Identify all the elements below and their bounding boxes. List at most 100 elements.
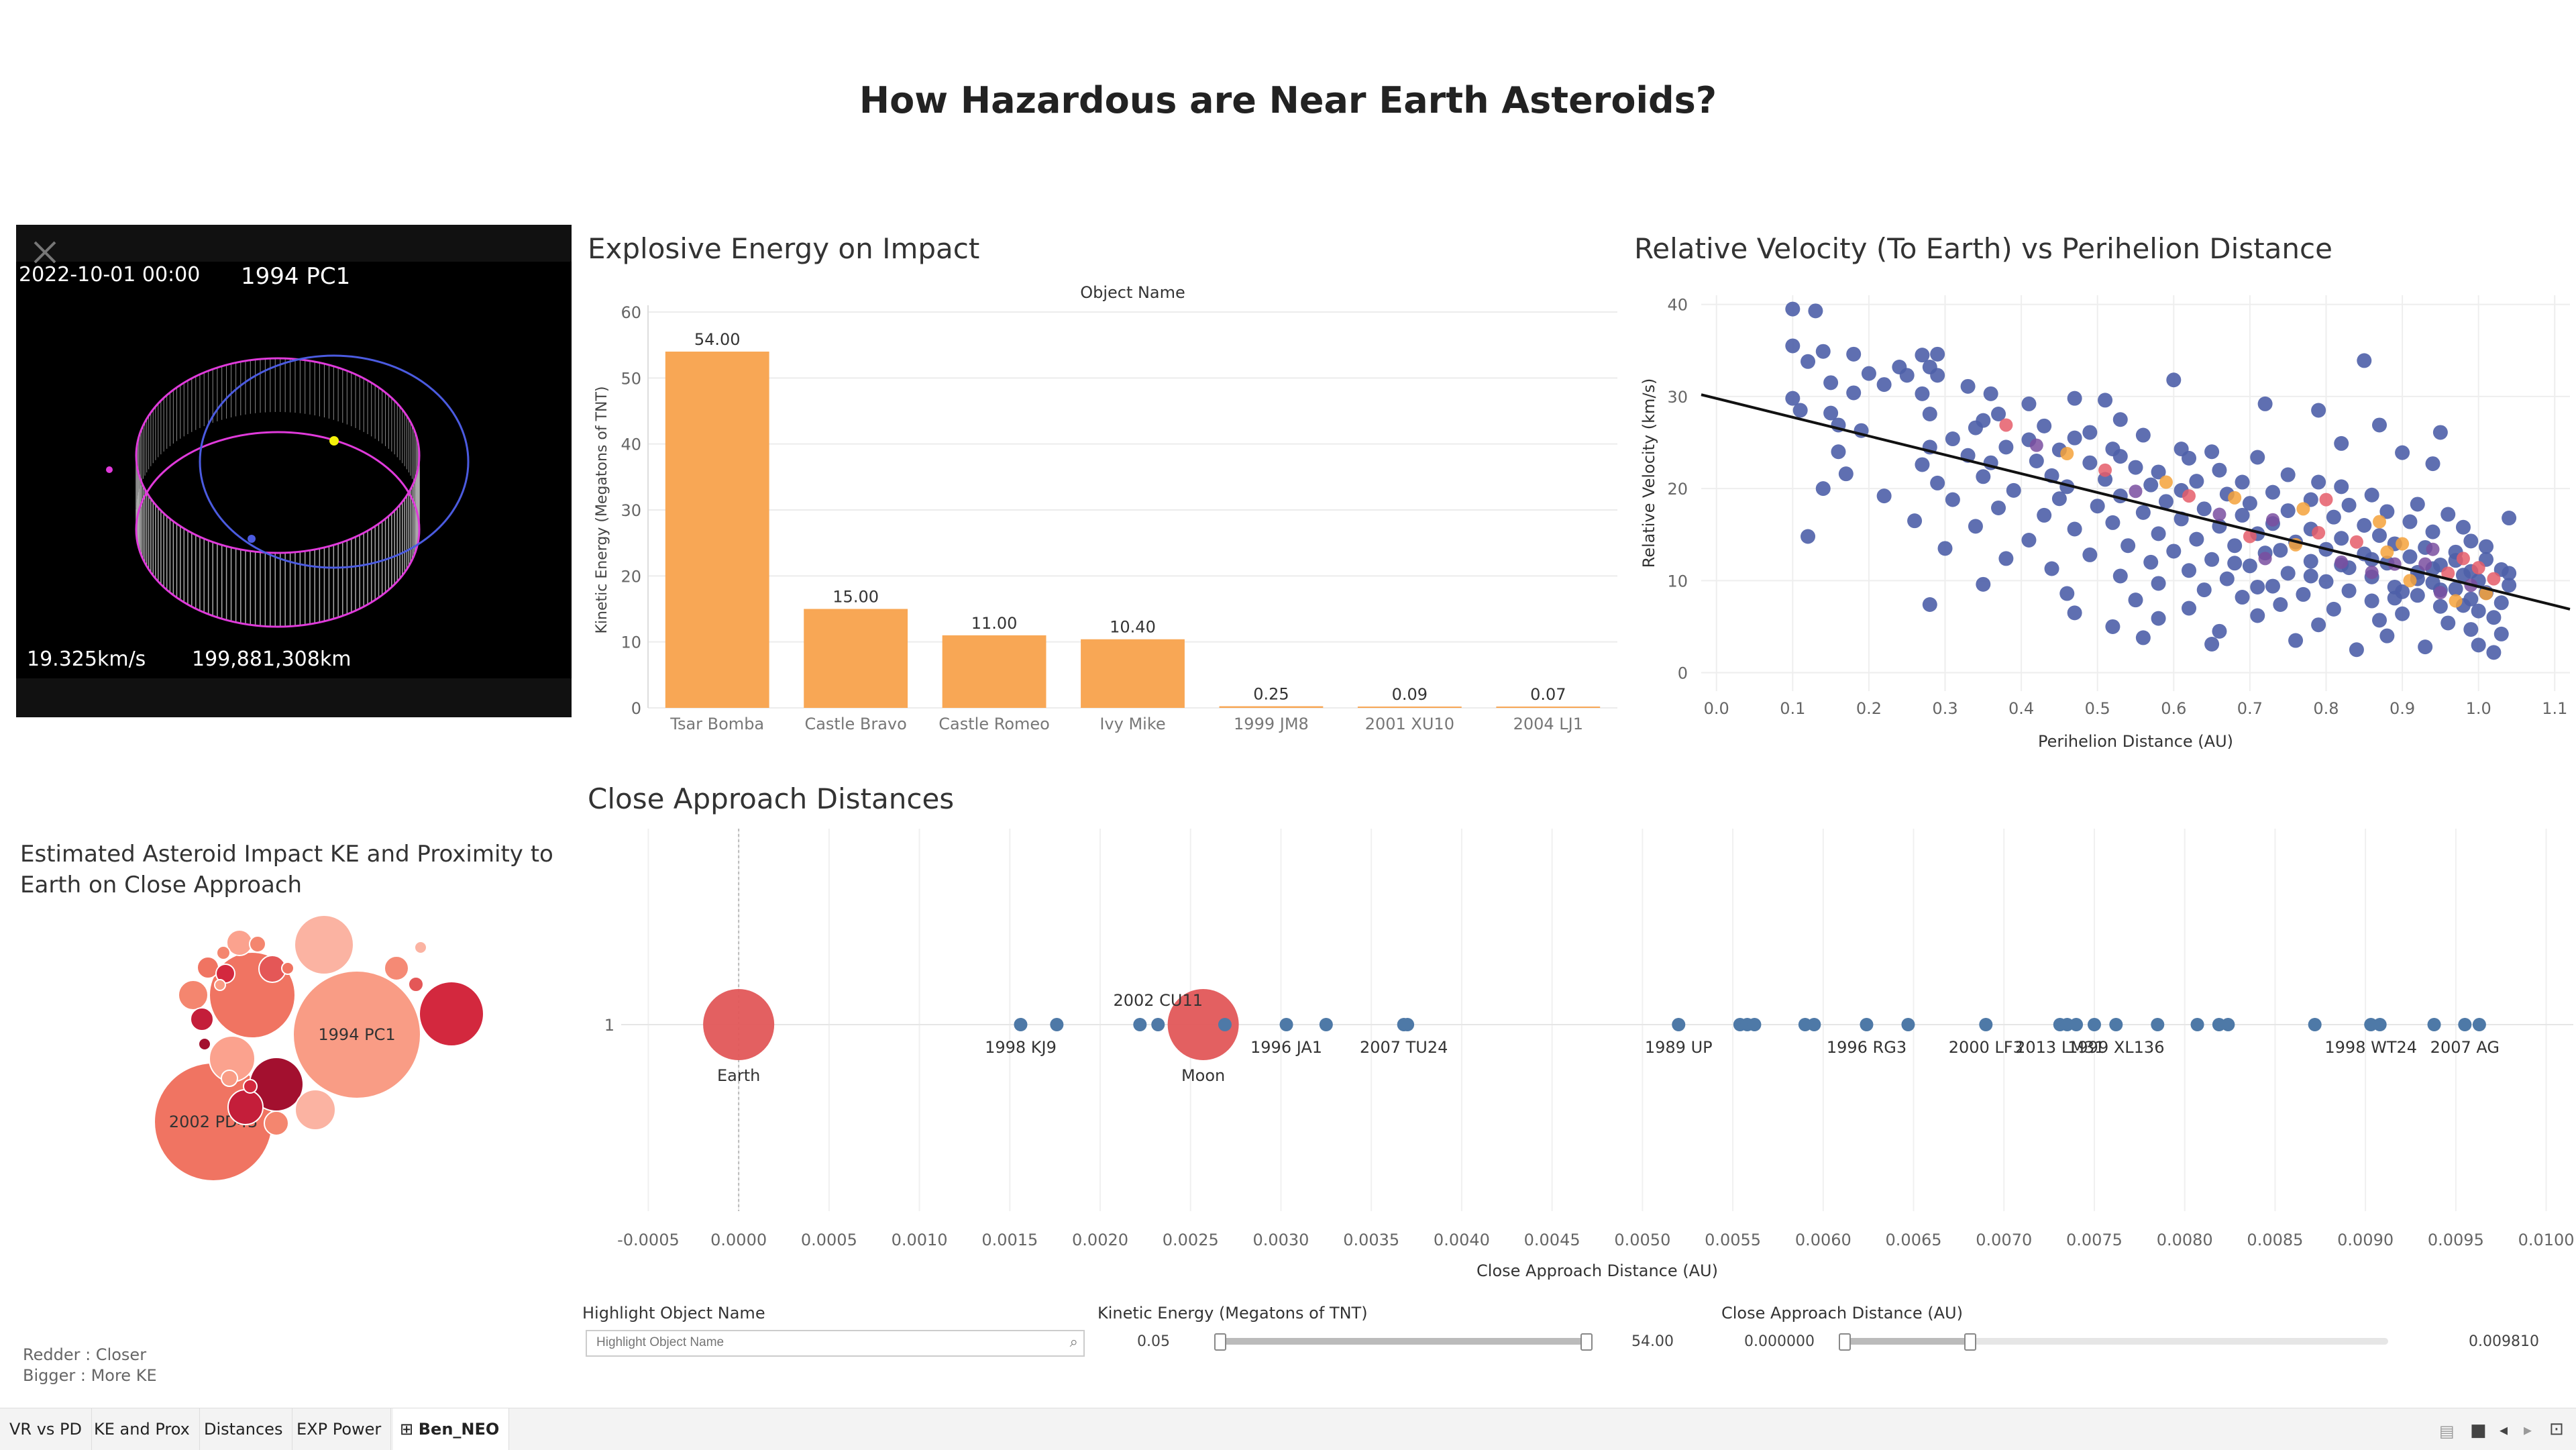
approach-point[interactable] bbox=[1218, 1018, 1232, 1031]
highlight-input[interactable] bbox=[587, 1331, 1040, 1354]
scatter-point[interactable] bbox=[1968, 420, 1983, 435]
scatter-point[interactable] bbox=[2311, 474, 2326, 490]
scatter-point[interactable] bbox=[2098, 393, 2113, 408]
scatter-point[interactable] bbox=[1915, 348, 1930, 363]
approach-point[interactable] bbox=[1860, 1018, 1874, 1031]
body-circle[interactable] bbox=[1167, 989, 1239, 1060]
scatter-point[interactable] bbox=[1945, 492, 1960, 507]
scatter-point[interactable] bbox=[2303, 554, 2318, 569]
close-approach-chart[interactable]: -0.0005 0.0000 0.0005 0.0010 0.0015 0.0020 0.0… bbox=[588, 822, 2576, 1292]
bubble[interactable] bbox=[281, 962, 294, 975]
tab-vr-vs-pd[interactable]: VR vs PD bbox=[0, 1408, 93, 1450]
scatter-point[interactable] bbox=[2257, 396, 2273, 411]
bar[interactable] bbox=[1081, 639, 1185, 708]
bar[interactable] bbox=[1357, 707, 1462, 708]
scatter-point[interactable] bbox=[2166, 372, 2182, 388]
scatter-point[interactable] bbox=[2280, 566, 2296, 581]
scatter-point[interactable] bbox=[1922, 407, 1937, 421]
scatter-point[interactable] bbox=[1801, 529, 1816, 544]
scatter-point[interactable] bbox=[2029, 453, 2044, 468]
bar[interactable] bbox=[942, 635, 1046, 708]
bar[interactable] bbox=[1219, 706, 1324, 708]
scatter-point[interactable] bbox=[2219, 571, 2235, 586]
approach-point[interactable] bbox=[2070, 1018, 2084, 1031]
scatter-point[interactable] bbox=[2280, 503, 2296, 519]
scatter-point[interactable] bbox=[1846, 346, 1862, 362]
prev-sheet-icon[interactable]: ◂ bbox=[2500, 1420, 2508, 1439]
scatter-point[interactable] bbox=[2448, 581, 2463, 597]
scatter-point[interactable] bbox=[2418, 639, 2433, 655]
scatter-point[interactable] bbox=[2502, 578, 2517, 593]
scatter-point[interactable] bbox=[1823, 375, 1839, 391]
scatter-point[interactable] bbox=[2502, 511, 2517, 526]
energy-bar-chart[interactable]: Object Name 0 10 20 30 40 50 60 Kinetic Energy (… bbox=[588, 278, 1621, 741]
scatter-point[interactable] bbox=[2372, 528, 2387, 543]
approach-point[interactable] bbox=[2373, 1018, 2387, 1031]
scatter-point[interactable] bbox=[1815, 481, 1831, 497]
bubble[interactable] bbox=[408, 976, 424, 992]
scatter-point[interactable] bbox=[2432, 599, 2448, 614]
scatter-point[interactable] bbox=[1785, 391, 1801, 406]
scatter-point[interactable] bbox=[2112, 568, 2128, 584]
scatter-point[interactable] bbox=[2463, 533, 2479, 549]
bubble[interactable] bbox=[221, 1070, 238, 1087]
scatter-point[interactable] bbox=[2059, 586, 2075, 601]
scatter-point[interactable] bbox=[2082, 547, 2098, 562]
scatter-point[interactable] bbox=[2463, 622, 2479, 637]
scatter-point[interactable] bbox=[2143, 554, 2159, 570]
bubble[interactable] bbox=[292, 970, 421, 1099]
scatter-point[interactable] bbox=[1808, 303, 1823, 319]
scatter-point[interactable] bbox=[2395, 445, 2410, 460]
approach-point[interactable] bbox=[1807, 1018, 1821, 1031]
scatter-point[interactable] bbox=[2235, 507, 2250, 523]
scatter-point[interactable] bbox=[2493, 626, 2509, 641]
bubble[interactable] bbox=[190, 1007, 214, 1031]
scatter-point[interactable] bbox=[2021, 396, 2037, 411]
bubble[interactable] bbox=[294, 1089, 336, 1131]
scatter-point[interactable] bbox=[2143, 477, 2159, 493]
scatter-point[interactable] bbox=[2402, 549, 2418, 564]
scatter-point[interactable] bbox=[2502, 566, 2517, 581]
scatter-point[interactable] bbox=[2235, 590, 2250, 605]
bubble[interactable] bbox=[264, 1110, 289, 1136]
approach-point[interactable] bbox=[1748, 1018, 1762, 1031]
scatter-point[interactable] bbox=[2051, 491, 2067, 507]
scatter-point[interactable] bbox=[2303, 568, 2318, 584]
scatter-point[interactable] bbox=[2440, 507, 2456, 522]
approach-point[interactable] bbox=[1133, 1018, 1147, 1031]
scatter-point[interactable] bbox=[2326, 601, 2341, 617]
scatter-point[interactable] bbox=[2372, 613, 2387, 628]
scatter-point[interactable] bbox=[2242, 496, 2257, 511]
scatter-point[interactable] bbox=[2067, 430, 2082, 446]
scatter-point[interactable] bbox=[1976, 469, 1991, 484]
approach-point[interactable] bbox=[2472, 1018, 2486, 1031]
bubble[interactable] bbox=[384, 955, 409, 981]
scatter-point[interactable] bbox=[2379, 628, 2395, 643]
scatter-point[interactable] bbox=[2341, 583, 2357, 599]
scatter-point[interactable] bbox=[2204, 444, 2220, 460]
scatter-point[interactable] bbox=[1915, 457, 1930, 472]
scatter-point[interactable] bbox=[1960, 378, 1976, 394]
scatter-point[interactable] bbox=[2486, 610, 2502, 625]
approach-point[interactable] bbox=[2109, 1018, 2123, 1031]
scatter-point[interactable] bbox=[2334, 435, 2349, 451]
scatter-point[interactable] bbox=[2486, 645, 2502, 660]
approach-point[interactable] bbox=[1979, 1018, 1993, 1031]
scatter-point[interactable] bbox=[2387, 590, 2402, 606]
scatter-point[interactable] bbox=[2425, 456, 2440, 472]
tab-distances[interactable]: Distances bbox=[195, 1408, 293, 1450]
scatter-point[interactable] bbox=[2296, 586, 2311, 602]
scatter-point[interactable] bbox=[2151, 464, 2166, 480]
scatter-point[interactable] bbox=[2135, 630, 2151, 645]
scatter-point[interactable] bbox=[2250, 450, 2265, 465]
scatter-point[interactable] bbox=[1915, 386, 1930, 401]
scatter-point[interactable] bbox=[2128, 592, 2143, 608]
scatter-point[interactable] bbox=[2372, 417, 2387, 433]
scatter-point[interactable] bbox=[2151, 526, 2166, 541]
scatter-point[interactable] bbox=[2067, 605, 2082, 621]
bar[interactable] bbox=[1496, 707, 1601, 708]
scatter-point[interactable] bbox=[2204, 552, 2220, 567]
scatter-point[interactable] bbox=[2112, 412, 2128, 427]
scatter-point[interactable] bbox=[2273, 543, 2288, 558]
scatter-point[interactable] bbox=[2037, 418, 2052, 433]
